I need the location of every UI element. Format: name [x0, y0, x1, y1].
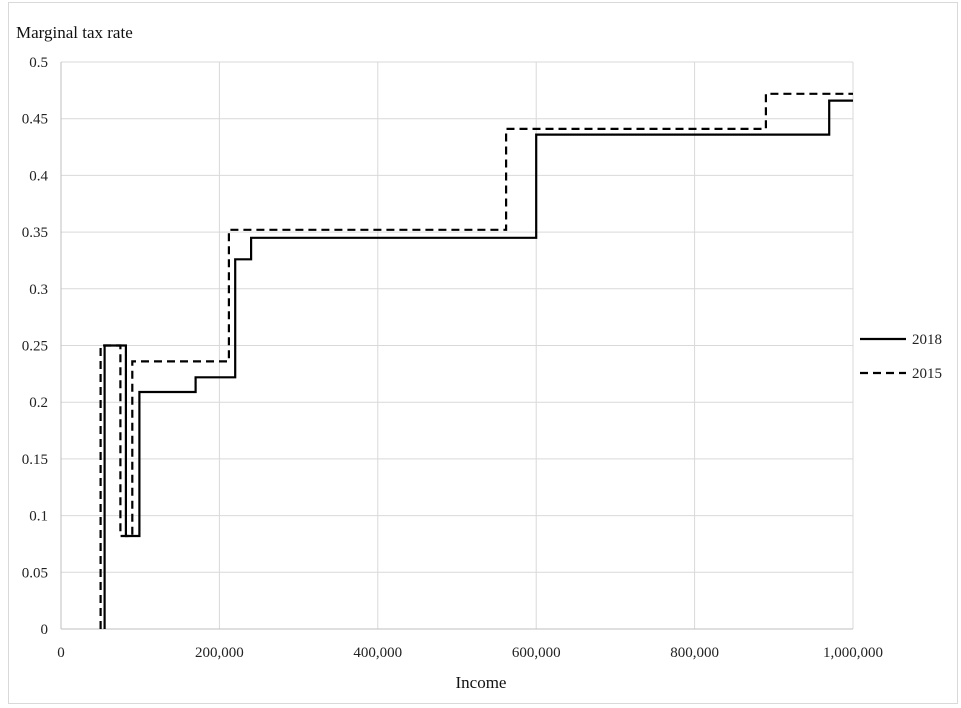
y-tick-label: 0.4 [29, 168, 48, 184]
y-tick-label: 0.25 [22, 339, 48, 355]
x-tick-label: 800,000 [670, 645, 719, 661]
y-axis-ticks: 0 0.05 0.1 0.15 0.2 0.25 0.3 0.35 0.4 0.45 0.5 [22, 55, 49, 638]
y-tick-label: 0 [41, 622, 49, 638]
y-tick-label: 0.1 [29, 509, 48, 525]
series-line-2015 [99, 92, 853, 629]
legend-label-2015: 2015 [912, 366, 942, 382]
y-tick-label: 0.5 [29, 55, 48, 71]
x-tick-label: 200,000 [195, 645, 244, 661]
legend: 2018 2015 [860, 332, 942, 382]
axes [60, 62, 853, 630]
legend-label-2018: 2018 [912, 332, 942, 348]
series-line-2018 [103, 99, 853, 629]
series-lines [99, 92, 853, 629]
x-tick-label: 600,000 [512, 645, 561, 661]
x-axis-ticks: 0 200,000 400,000 600,000 800,000 1,000,000 [57, 645, 883, 661]
y-tick-label: 0.35 [22, 225, 48, 241]
y-tick-label: 0.15 [22, 452, 48, 468]
gridlines [61, 61, 854, 629]
x-tick-label: 1,000,000 [823, 645, 883, 661]
x-axis-title: Income [456, 673, 507, 692]
x-tick-label: 0 [57, 645, 65, 661]
y-tick-label: 0.45 [22, 112, 48, 128]
y-tick-label: 0.2 [29, 395, 48, 411]
y-axis-title: Marginal tax rate [16, 23, 133, 42]
x-tick-label: 400,000 [353, 645, 402, 661]
chart-frame [8, 2, 958, 704]
y-tick-label: 0.3 [29, 282, 48, 298]
y-tick-label: 0.05 [22, 565, 48, 581]
